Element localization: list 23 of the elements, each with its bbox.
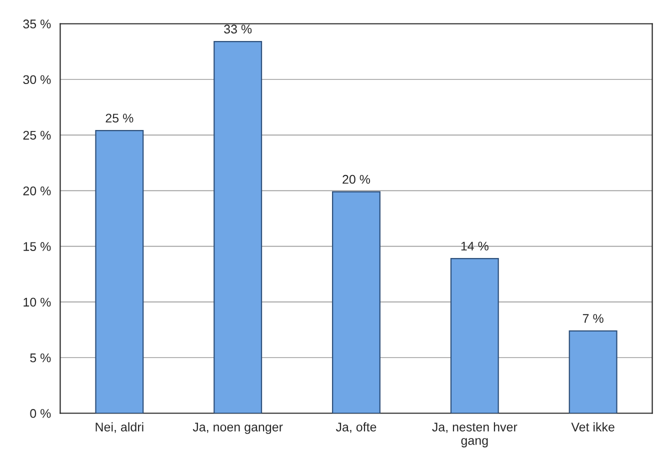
data-label: 33 % bbox=[224, 24, 252, 34]
x-tick-label: Vet ikke bbox=[571, 422, 614, 432]
data-label: 25 % bbox=[106, 114, 134, 123]
data-label: 14 % bbox=[461, 242, 488, 250]
y-tick-label: 5 % bbox=[30, 353, 51, 362]
y-tick-label: 30 % bbox=[23, 75, 51, 84]
y-tick-label: 15 % bbox=[24, 242, 51, 251]
x-tick-label: Nei, aldri bbox=[96, 422, 144, 433]
bar bbox=[568, 330, 618, 414]
bar bbox=[450, 258, 499, 414]
y-tick-label: 10 % bbox=[24, 298, 51, 307]
bar bbox=[332, 191, 380, 414]
y-tick-label: 0 % bbox=[30, 409, 51, 418]
bar bbox=[95, 130, 144, 414]
y-tick-label: 25 % bbox=[23, 130, 51, 140]
data-label: 7 % bbox=[582, 314, 604, 323]
x-tick-label: Ja, ofte bbox=[336, 422, 376, 433]
x-tick-label: Ja, noen ganger bbox=[192, 422, 283, 434]
y-tick-label: 20 % bbox=[23, 186, 51, 196]
data-label: 20 % bbox=[342, 174, 370, 184]
x-tick-label: Ja, nesten hver gang bbox=[432, 422, 518, 448]
y-tick-label: 35 % bbox=[23, 20, 51, 28]
bar bbox=[214, 41, 262, 414]
